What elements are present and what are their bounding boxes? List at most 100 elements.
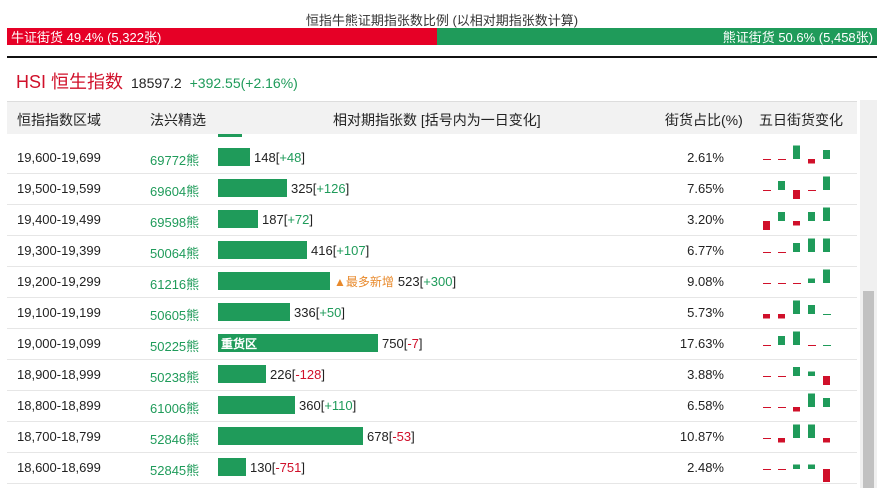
spark-bar <box>808 159 815 164</box>
spark-bar <box>793 221 800 226</box>
spark-bar <box>763 469 771 470</box>
spark-bar <box>823 438 830 443</box>
spark-bar <box>778 336 785 345</box>
share-percent: 9.08% <box>687 274 724 289</box>
share-percent: 3.88% <box>687 367 724 382</box>
header-contracts: 相对期指张数 [括号内为一日变化] <box>333 112 541 128</box>
spark-bar <box>808 190 816 191</box>
spark-bar <box>823 345 831 346</box>
five-day-sparkline <box>763 367 830 385</box>
spark-bar <box>793 407 800 412</box>
warrant-code-link[interactable]: 52846熊 <box>150 432 200 447</box>
spark-bar <box>808 424 815 438</box>
range-cell: 19,200-19,299 <box>17 274 101 289</box>
daily-change: +107 <box>336 242 366 258</box>
index-change: +392.55(+2.16%) <box>189 75 298 91</box>
header-share: 街货占比(%) <box>665 112 743 128</box>
spark-bar <box>823 207 830 221</box>
range-cell: 19,000-19,099 <box>17 336 101 351</box>
contracts-bar <box>218 427 363 445</box>
most-added-marker: ▲最多新增 <box>334 274 394 289</box>
spark-bar <box>808 278 815 283</box>
contracts-bar <box>218 303 290 321</box>
spark-bar <box>778 407 786 408</box>
contracts-bar <box>218 241 307 259</box>
table-row: 18,800-18,899 61006熊 360 [+110] 6.58% <box>7 390 857 422</box>
share-percent: 5.73% <box>687 305 724 320</box>
partial-row-bar <box>218 134 242 137</box>
five-day-sparkline <box>763 238 830 253</box>
spark-bar <box>778 212 785 221</box>
daily-change: +72 <box>287 211 310 227</box>
daily-change: +110 <box>324 397 353 413</box>
share-percent: 2.61% <box>687 150 724 165</box>
bull-ratio-segment: 牛证街货 49.4% (5,322张) <box>7 28 437 45</box>
share-percent: 2.48% <box>687 460 724 475</box>
contracts-cell: 336 [+50] <box>218 302 345 322</box>
table-row: 19,500-19,599 69604熊 325 [+126] 7.65% <box>7 173 857 205</box>
spark-bar <box>778 376 786 377</box>
contracts-count: 678 <box>367 428 389 444</box>
warrant-code-link[interactable]: 69598熊 <box>150 215 200 230</box>
warrant-code-link[interactable]: 50605熊 <box>150 308 200 323</box>
daily-change: +300 <box>423 273 453 289</box>
warrant-code-link[interactable]: 50238熊 <box>150 370 200 385</box>
spark-bar <box>763 283 771 284</box>
daily-change: +126 <box>316 180 346 196</box>
spark-bar <box>823 398 830 407</box>
spark-bar <box>808 393 815 407</box>
warrant-code-link[interactable]: 52845熊 <box>150 463 200 478</box>
range-cell: 19,300-19,399 <box>17 243 101 258</box>
share-percent: 3.20% <box>687 212 724 227</box>
five-day-sparkline <box>763 207 830 230</box>
spark-bar <box>763 252 771 253</box>
table-header: 恒指指数区域 法兴精选 相对期指张数 [括号内为一日变化] 街货占比(%) 五日… <box>7 101 857 135</box>
contracts-bar: 重货区 <box>218 334 378 352</box>
spark-bar <box>793 367 800 376</box>
spark-bar <box>823 376 830 385</box>
five-day-sparkline <box>763 331 831 346</box>
range-cell: 18,700-18,799 <box>17 429 101 444</box>
partial-row <box>7 134 857 142</box>
daily-change: -751 <box>275 459 302 475</box>
spark-bar <box>763 376 771 377</box>
share-percent: 7.65% <box>687 181 724 196</box>
warrant-code-link[interactable]: 69772熊 <box>150 153 200 168</box>
contracts-count: 148 <box>254 149 276 165</box>
daily-change: -128 <box>295 366 322 382</box>
range-cell: 18,800-18,899 <box>17 398 101 413</box>
spark-bar <box>763 159 771 160</box>
scrollbar[interactable] <box>860 100 877 488</box>
contracts-bar <box>218 148 250 166</box>
share-percent: 6.77% <box>687 243 724 258</box>
spark-bar <box>823 176 830 190</box>
five-day-sparkline <box>763 424 830 443</box>
header-range: 恒指指数区域 <box>17 112 101 128</box>
spark-bar <box>823 150 830 159</box>
contracts-cell: 325 [+126] <box>218 178 349 198</box>
index-name: HSI 恒生指数 <box>16 72 124 92</box>
warrant-code-link[interactable]: 50064熊 <box>150 246 200 261</box>
contracts-count: 360 <box>299 397 321 413</box>
spark-bar <box>793 243 800 252</box>
spark-bar <box>808 345 816 346</box>
scrollbar-thumb[interactable] <box>863 291 874 488</box>
table-row: 19,600-19,699 69772熊 148 [+48] 2.61% <box>7 142 857 174</box>
contracts-cell: 416 [+107] <box>218 240 369 260</box>
five-day-sparkline <box>763 464 830 482</box>
heavy-zone-label: 重货区 <box>221 336 258 351</box>
divider <box>7 56 877 58</box>
contracts-bar <box>218 458 246 476</box>
contracts-cell: 187 [+72] <box>218 209 313 229</box>
table-row: 19,000-19,099 50225熊 重货区 750 [-7] 17.63% <box>7 328 857 360</box>
contracts-bar <box>218 272 330 290</box>
warrant-code-link[interactable]: 61216熊 <box>150 277 200 292</box>
warrant-code-link[interactable]: 69604熊 <box>150 184 200 199</box>
header-code: 法兴精选 <box>150 112 206 128</box>
warrant-code-link[interactable]: 50225熊 <box>150 339 200 354</box>
warrant-code-link[interactable]: 61006熊 <box>150 401 200 416</box>
spark-bar <box>808 305 815 314</box>
contracts-cell: 148 [+48] <box>218 147 305 167</box>
spark-bar <box>793 283 801 284</box>
spark-bar <box>763 190 771 191</box>
